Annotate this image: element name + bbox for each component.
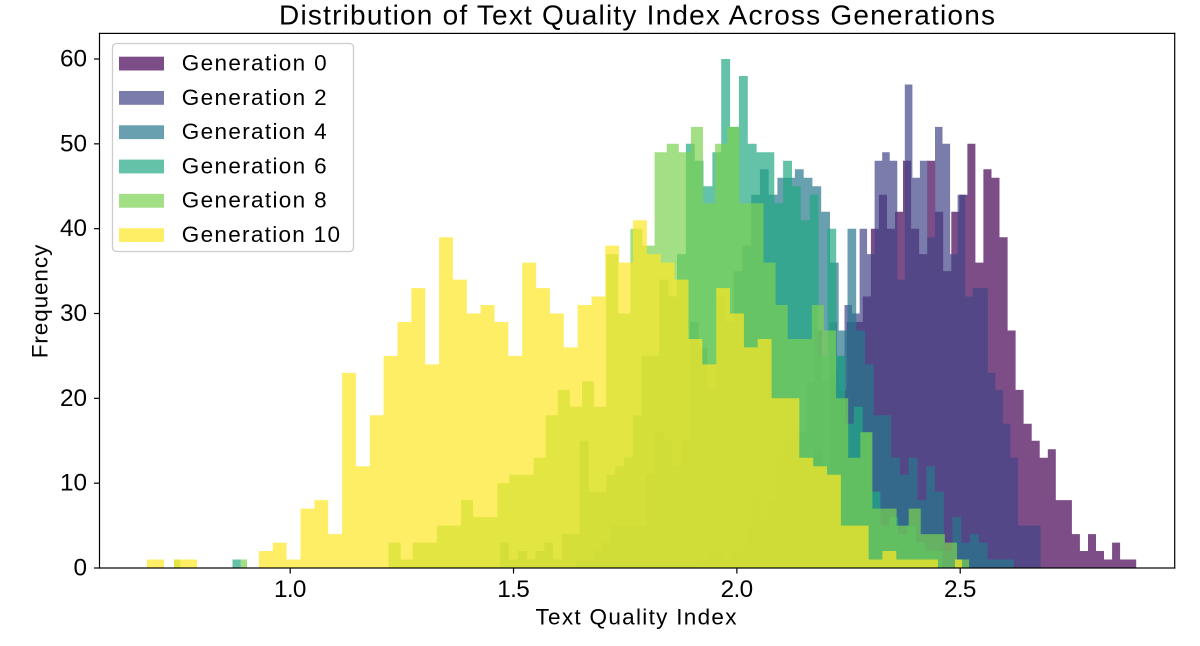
svg-text:Generation 10: Generation 10 [182, 222, 340, 247]
svg-text:Generation 8: Generation 8 [182, 188, 327, 213]
svg-text:40: 40 [60, 215, 87, 242]
svg-text:2.5: 2.5 [944, 576, 977, 603]
svg-text:Text Quality Index: Text Quality Index [536, 605, 738, 630]
svg-text:30: 30 [60, 300, 87, 327]
svg-text:Generation 2: Generation 2 [182, 85, 327, 110]
svg-text:Generation 0: Generation 0 [182, 51, 327, 76]
svg-text:Frequency: Frequency [28, 244, 53, 358]
svg-text:0: 0 [73, 555, 87, 582]
svg-text:20: 20 [60, 385, 87, 412]
svg-text:Distribution of Text Quality I: Distribution of Text Quality Index Acros… [279, 0, 995, 30]
svg-text:10: 10 [60, 470, 87, 497]
svg-text:60: 60 [60, 46, 87, 73]
svg-text:1.5: 1.5 [497, 576, 530, 603]
svg-text:Generation 6: Generation 6 [182, 153, 327, 178]
svg-text:1.0: 1.0 [274, 576, 307, 603]
svg-text:Generation 4: Generation 4 [182, 119, 327, 144]
svg-text:2.0: 2.0 [721, 576, 754, 603]
svg-text:50: 50 [60, 130, 87, 157]
